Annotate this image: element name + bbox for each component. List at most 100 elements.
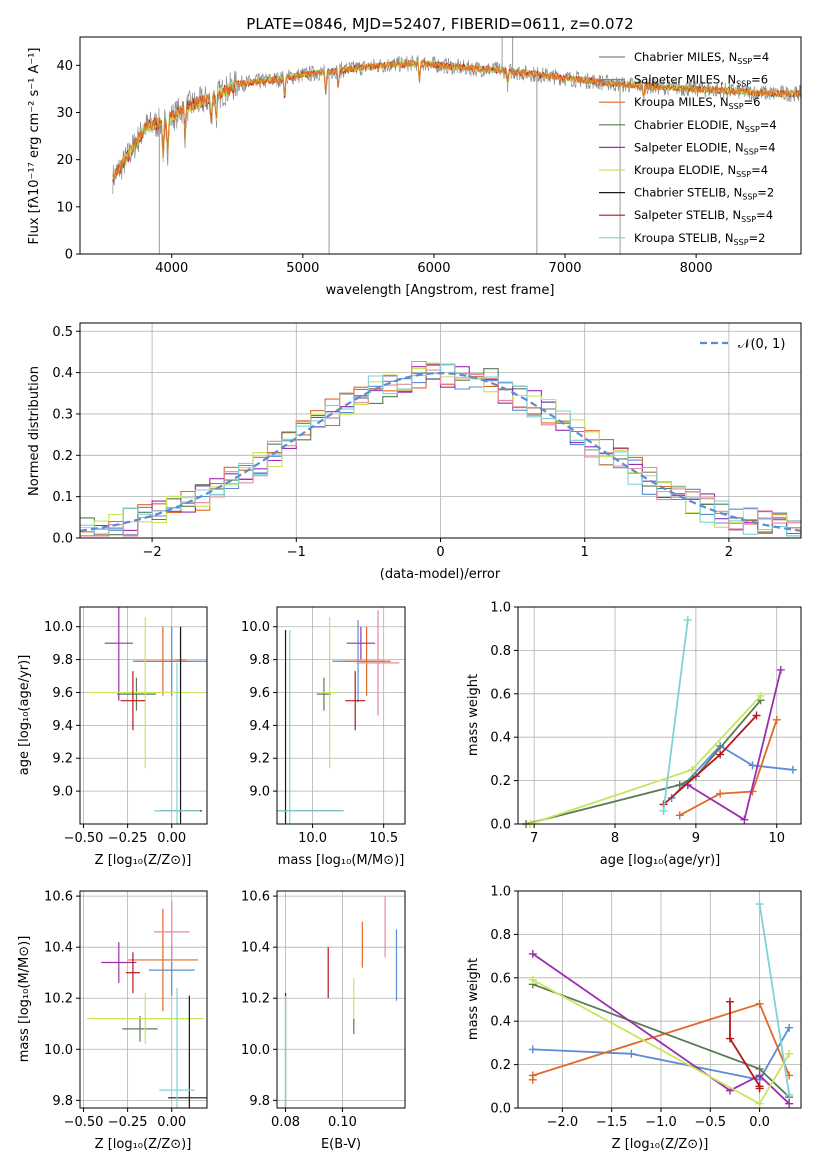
y-tick-label: 0.1 bbox=[52, 490, 73, 505]
x-tick-label: 6000 bbox=[417, 261, 450, 276]
y-tick-label: 9.2 bbox=[52, 752, 73, 767]
y-tick-label: 10.0 bbox=[44, 1043, 73, 1058]
age-vs-mass-frame bbox=[276, 606, 406, 825]
x-tick-label: 0.10 bbox=[328, 1115, 357, 1130]
mass-weight-vs-age-y-ticks: 0.0 0.2 0.4 0.6 0.8 1.0 bbox=[490, 601, 518, 833]
y-tick-label: 0.5 bbox=[52, 325, 73, 340]
errorbar-point bbox=[125, 952, 140, 994]
plus-marker bbox=[528, 975, 537, 984]
plus-marker bbox=[755, 900, 764, 909]
x-tick-label: −1.0 bbox=[645, 1115, 677, 1130]
y-tick-label: 0.0 bbox=[490, 1102, 511, 1117]
plus-marker bbox=[675, 811, 684, 820]
y-tick-label: 0.6 bbox=[490, 687, 511, 702]
errorbar-point bbox=[159, 988, 195, 1108]
mass-vs-ebv-xlabel: E(B-V) bbox=[321, 1137, 361, 1152]
age-vs-z-panel: −0.50 −0.25 0.00 9.0 9.2 9.4 9.6 9.8 10.0 Z [lo… bbox=[17, 606, 208, 868]
legend-entry: Kroupa ELODIE, NSSP=4 bbox=[634, 163, 768, 179]
age-vs-mass-panel: 10.0 10.5 9.0 9.2 9.4 9.6 9.8 10.0 mass [log₁₀… bbox=[241, 606, 406, 868]
y-tick-label: 0.2 bbox=[52, 449, 73, 464]
x-tick-label: 8000 bbox=[680, 261, 713, 276]
y-tick-label: 0.3 bbox=[52, 407, 73, 422]
plus-marker bbox=[772, 715, 781, 724]
x-tick-label: −0.25 bbox=[108, 1115, 148, 1130]
mass-vs-ebv-panel: 0.08 0.10 9.8 10.0 10.2 10.4 10.6 E(B-V) bbox=[241, 890, 406, 1152]
plus-marker bbox=[776, 665, 785, 674]
x-tick-label: 8 bbox=[611, 831, 619, 846]
errorbar-point bbox=[356, 610, 400, 716]
x-tick-label: 5000 bbox=[286, 261, 319, 276]
series-line bbox=[670, 744, 793, 799]
age-vs-mass-xlabel: mass [log₁₀(M/M⊙)] bbox=[278, 853, 405, 868]
y-tick-label: 9.4 bbox=[249, 719, 270, 734]
legend-entry: 𝒩(0, 1) bbox=[738, 337, 785, 352]
errorbar-point bbox=[277, 630, 344, 824]
mass-vs-z-x-ticks: −0.50 −0.25 0.00 bbox=[64, 1108, 186, 1130]
mass-vs-ebv-grid bbox=[277, 891, 405, 1108]
y-tick-label: 9.6 bbox=[249, 686, 270, 701]
x-tick-label: 0 bbox=[436, 545, 444, 560]
age-vs-z-ylabel: age [log₁₀(age/yr)] bbox=[17, 655, 32, 776]
plus-marker bbox=[755, 1099, 764, 1108]
plus-marker bbox=[788, 765, 797, 774]
legend-entry: Kroupa MILES, NSSP=6 bbox=[634, 95, 760, 111]
plus-marker bbox=[726, 1034, 735, 1043]
age-vs-z-marks bbox=[87, 607, 207, 824]
mass-weight-vs-z-frame bbox=[517, 890, 802, 1109]
x-tick-label: 0.00 bbox=[157, 831, 186, 846]
mass-weight-vs-age-ylabel: mass weight bbox=[466, 674, 481, 756]
errorbar-point bbox=[87, 616, 204, 769]
y-tick-label: 9.2 bbox=[249, 752, 270, 767]
x-tick-label: −0.25 bbox=[108, 831, 148, 846]
plus-marker bbox=[740, 815, 749, 824]
y-tick-label: 10.6 bbox=[241, 890, 270, 905]
y-tick-label: 10.4 bbox=[44, 941, 73, 956]
errorbar-point bbox=[136, 626, 190, 696]
y-tick-label: 10 bbox=[56, 200, 73, 215]
legend-entry: Salpeter ELODIE, NSSP=4 bbox=[634, 140, 776, 156]
age-vs-mass-x-ticks: 10.0 10.5 bbox=[298, 824, 398, 846]
series-line bbox=[679, 719, 778, 817]
age-vs-mass-marks bbox=[277, 610, 400, 824]
y-tick-label: 0.0 bbox=[490, 818, 511, 833]
histogram-series bbox=[80, 360, 801, 537]
spectrum-series bbox=[112, 58, 801, 180]
mass-vs-ebv-x-ticks: 0.08 0.10 bbox=[271, 1108, 357, 1130]
x-tick-label: −0.50 bbox=[64, 1115, 104, 1130]
residuals-ylabel: Normed distribution bbox=[27, 366, 42, 496]
mass-vs-ebv-frame bbox=[276, 890, 406, 1109]
y-tick-label: 30 bbox=[56, 106, 73, 121]
x-tick-label: 10.0 bbox=[298, 831, 327, 846]
plus-marker bbox=[785, 1049, 794, 1058]
plus-marker bbox=[528, 949, 537, 958]
y-tick-label: 0.6 bbox=[490, 971, 511, 986]
y-tick-label: 10.0 bbox=[241, 620, 270, 635]
legend-entry: Chabrier STELIB, NSSP=2 bbox=[634, 186, 774, 202]
x-tick-label: 0.00 bbox=[157, 1115, 186, 1130]
x-tick-label: −2.0 bbox=[547, 1115, 579, 1130]
mass-weight-vs-age-x-ticks: 7 8 9 10 bbox=[530, 824, 785, 846]
normal-curve bbox=[79, 371, 802, 532]
plus-marker bbox=[748, 761, 757, 770]
residuals-x-ticks: −2 −1 0 1 2 bbox=[143, 538, 733, 560]
age-vs-mass-grid bbox=[277, 607, 405, 824]
plus-marker bbox=[528, 1071, 537, 1080]
errorbar-point bbox=[101, 942, 137, 983]
plus-marker bbox=[528, 1045, 537, 1054]
legend-entry: Chabrier MILES, NSSP=4 bbox=[634, 50, 769, 66]
plus-marker bbox=[756, 691, 765, 700]
y-tick-label: 10.2 bbox=[44, 992, 73, 1007]
legend-entry: Chabrier ELODIE, NSSP=4 bbox=[634, 118, 777, 134]
y-tick-label: 1.0 bbox=[490, 885, 511, 900]
mass-vs-ebv-marks bbox=[284, 896, 398, 1108]
legend-entry: Salpeter STELIB, NSSP=4 bbox=[634, 208, 773, 224]
y-tick-label: 20 bbox=[56, 153, 73, 168]
x-tick-label: 0.0 bbox=[749, 1115, 770, 1130]
residuals-marks bbox=[79, 360, 802, 537]
y-tick-label: 0.8 bbox=[490, 928, 511, 943]
mass-vs-z-y-ticks: 9.8 10.0 10.2 10.4 10.6 bbox=[44, 890, 80, 1109]
x-tick-label: 10 bbox=[768, 831, 785, 846]
mass-vs-z-xlabel: Z [log₁₀(Z/Z⊙)] bbox=[95, 1137, 192, 1152]
y-tick-label: 10.0 bbox=[44, 620, 73, 635]
